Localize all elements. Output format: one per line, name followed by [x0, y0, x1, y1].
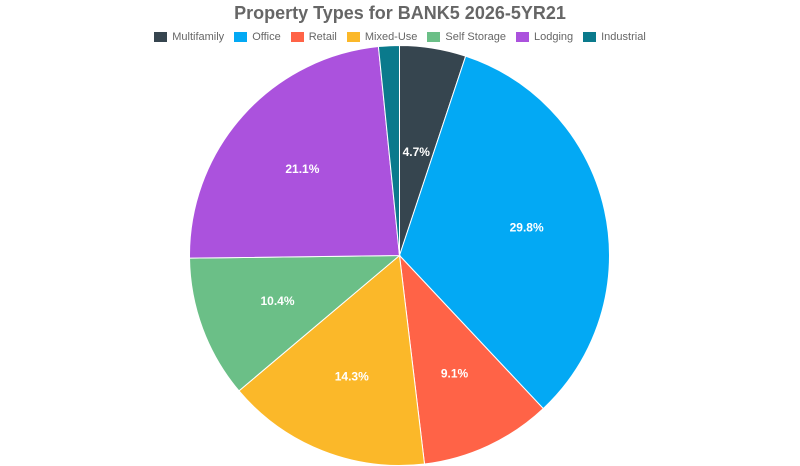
pie-slice-retail[interactable] [398, 254, 544, 465]
pie-slice-industrial[interactable] [377, 44, 400, 256]
legend-swatch [346, 32, 360, 42]
pie-slice-self-storage[interactable] [189, 254, 401, 392]
slice-label: 9.1% [441, 366, 469, 380]
legend-label: Industrial [601, 31, 646, 43]
legend-item-multifamily[interactable]: Multifamily [154, 31, 224, 43]
legend-label: Multifamily [172, 31, 225, 43]
legend-item-mixed-use[interactable]: Mixed-Use [346, 31, 418, 43]
slice-label: 21.1% [285, 162, 319, 176]
legend-swatch [234, 32, 248, 42]
legend-label: Office [252, 31, 281, 43]
chart-title: Property Types for BANK5 2026-5YR21 [234, 3, 566, 23]
legend-item-lodging[interactable]: Lodging [515, 31, 574, 43]
legend-swatch [515, 32, 529, 42]
pie-slice-office[interactable] [398, 55, 610, 410]
legend-item-office[interactable]: Office [234, 31, 281, 43]
legend-item-retail[interactable]: Retail [290, 31, 337, 43]
slice-label: 14.3% [335, 370, 369, 384]
legend-swatch [154, 32, 168, 42]
legend-label: Mixed-Use [364, 31, 418, 43]
slice-label: 4.7% [403, 145, 431, 159]
legend-label: Lodging [533, 31, 574, 43]
pie-slice-lodging[interactable] [189, 46, 401, 259]
slice-label: 29.8% [510, 220, 544, 234]
legend-item-self-storage[interactable]: Self Storage [427, 31, 506, 43]
legend-item-industrial[interactable]: Industrial [583, 31, 646, 43]
legend-label: Retail [308, 31, 337, 43]
legend-swatch [583, 32, 597, 42]
legend-label: Self Storage [445, 31, 506, 43]
slice-label: 10.4% [260, 294, 294, 308]
legend-swatch [427, 32, 441, 42]
legend: Multifamily Office Retail Mixed-Use Self… [0, 31, 800, 43]
legend-swatch [290, 32, 304, 42]
pie-slice-mixed-use[interactable] [238, 254, 426, 466]
